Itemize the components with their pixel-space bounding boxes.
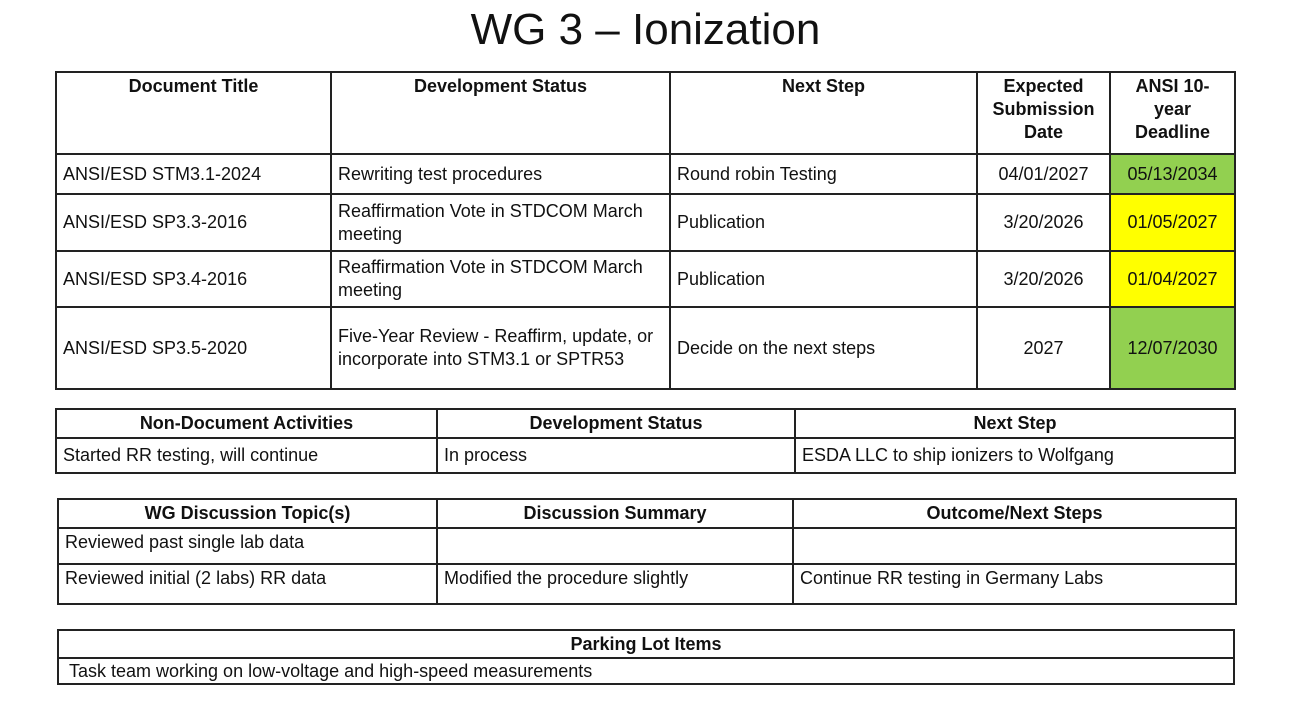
- parking-lot-table: Parking Lot Items Task team working on l…: [57, 629, 1235, 685]
- document-title: ANSI/ESD STM3.1-2024: [55, 153, 332, 195]
- table-row: Reviewed initial (2 labs) RR data Modifi…: [57, 563, 1237, 605]
- outcome: [792, 527, 1237, 565]
- parking-lot-item: Task team working on low-voltage and hig…: [57, 657, 1235, 685]
- activities-table: Non-Document Activities Development Stat…: [55, 408, 1236, 474]
- expected-date: 2027: [976, 306, 1111, 390]
- page-title: WG 3 – Ionization: [470, 5, 821, 54]
- column-header: Non-Document Activities: [55, 408, 438, 439]
- column-header: Document Title: [55, 71, 332, 155]
- column-header: Outcome/Next Steps: [792, 498, 1237, 529]
- table-row: ANSI/ESD SP3.4-2016 Reaffirmation Vote i…: [55, 250, 1236, 308]
- table-row: Reviewed past single lab data: [57, 527, 1237, 565]
- table-row: ANSI/ESD SP3.3-2016 Reaffirmation Vote i…: [55, 193, 1236, 252]
- table-header-row: Parking Lot Items: [57, 629, 1235, 659]
- table-row: Started RR testing, will continue In pro…: [55, 437, 1236, 474]
- column-header: Development Status: [330, 71, 671, 155]
- document-title: ANSI/ESD SP3.3-2016: [55, 193, 332, 252]
- table-row: ANSI/ESD SP3.5-2020 Five-Year Review - R…: [55, 306, 1236, 390]
- development-status: Five-Year Review - Reaffirm, update, or …: [330, 306, 671, 390]
- column-header: Next Step: [794, 408, 1236, 439]
- outcome: Continue RR testing in Germany Labs: [792, 563, 1237, 605]
- activity: Started RR testing, will continue: [55, 437, 438, 474]
- documents-table: Document Title Development Status Next S…: [55, 71, 1236, 390]
- discussion-summary: Modified the procedure slightly: [436, 563, 794, 605]
- next-step: Publication: [669, 193, 978, 252]
- deadline: 05/13/2034: [1109, 153, 1236, 195]
- table-header-row: Non-Document Activities Development Stat…: [55, 408, 1236, 439]
- document-title: ANSI/ESD SP3.5-2020: [55, 306, 332, 390]
- column-header: Parking Lot Items: [57, 629, 1235, 659]
- expected-date: 3/20/2026: [976, 250, 1111, 308]
- column-header: Development Status: [436, 408, 796, 439]
- column-header: Discussion Summary: [436, 498, 794, 529]
- deadline: 01/04/2027: [1109, 250, 1236, 308]
- document-title: ANSI/ESD SP3.4-2016: [55, 250, 332, 308]
- next-step: Decide on the next steps: [669, 306, 978, 390]
- column-header: ANSI 10-year Deadline: [1109, 71, 1236, 155]
- next-step: ESDA LLC to ship ionizers to Wolfgang: [794, 437, 1236, 474]
- column-header: Expected Submission Date: [976, 71, 1111, 155]
- column-header: Next Step: [669, 71, 978, 155]
- table-row: ANSI/ESD STM3.1-2024 Rewriting test proc…: [55, 153, 1236, 195]
- table-header-row: WG Discussion Topic(s) Discussion Summar…: [57, 498, 1237, 529]
- table-header-row: Document Title Development Status Next S…: [55, 71, 1236, 155]
- next-step: Publication: [669, 250, 978, 308]
- deadline: 12/07/2030: [1109, 306, 1236, 390]
- development-status: Reaffirmation Vote in STDCOM March meeti…: [330, 250, 671, 308]
- discussion-summary: [436, 527, 794, 565]
- development-status: Reaffirmation Vote in STDCOM March meeti…: [330, 193, 671, 252]
- column-header: WG Discussion Topic(s): [57, 498, 438, 529]
- expected-date: 04/01/2027: [976, 153, 1111, 195]
- table-row: Task team working on low-voltage and hig…: [57, 657, 1235, 685]
- next-step: Round robin Testing: [669, 153, 978, 195]
- discussion-table: WG Discussion Topic(s) Discussion Summar…: [57, 498, 1237, 605]
- development-status: Rewriting test procedures: [330, 153, 671, 195]
- deadline: 01/05/2027: [1109, 193, 1236, 252]
- development-status: In process: [436, 437, 796, 474]
- discussion-topic: Reviewed past single lab data: [57, 527, 438, 565]
- discussion-topic: Reviewed initial (2 labs) RR data: [57, 563, 438, 605]
- expected-date: 3/20/2026: [976, 193, 1111, 252]
